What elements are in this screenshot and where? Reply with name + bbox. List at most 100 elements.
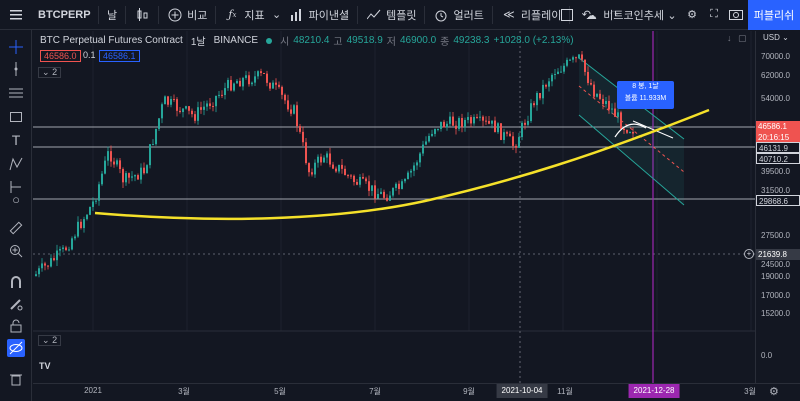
candle-body bbox=[89, 206, 91, 215]
symbol-search-button[interactable]: BTCPERP bbox=[38, 8, 91, 21]
indicators-collapse-bottom[interactable]: ⌄ 2 bbox=[38, 335, 62, 346]
menu-button[interactable] bbox=[0, 0, 32, 30]
candle-body bbox=[203, 106, 205, 110]
price-axis[interactable] bbox=[755, 31, 800, 383]
candle-body bbox=[539, 92, 541, 99]
candle-body bbox=[422, 144, 424, 154]
buy-price-box[interactable]: 46586.1 bbox=[99, 50, 140, 62]
chart-type-button[interactable] bbox=[128, 0, 156, 30]
text-tool[interactable]: T bbox=[7, 131, 25, 149]
candle-body bbox=[632, 131, 634, 134]
chart-legend: BTC Perpetual Futures Contract 1날 BINANC… bbox=[40, 33, 574, 48]
candle-body bbox=[404, 179, 406, 182]
candle-body bbox=[491, 120, 493, 124]
candle-body bbox=[239, 80, 241, 87]
draw-mode-tool[interactable] bbox=[7, 295, 25, 313]
measure-range-tool[interactable] bbox=[7, 178, 25, 196]
financials-button[interactable]: 파이낸셜 bbox=[283, 0, 355, 30]
price-axis-label: 24500.0 bbox=[761, 260, 790, 269]
candle-body bbox=[551, 74, 553, 82]
templates-button[interactable]: 템플릿 bbox=[360, 0, 422, 30]
candle-body bbox=[425, 141, 427, 145]
candle-body bbox=[347, 175, 349, 177]
sell-price-box[interactable]: 46586.0 bbox=[40, 50, 81, 62]
candle-body bbox=[374, 185, 376, 199]
pane-maximize-icon[interactable]: ▢ bbox=[738, 33, 747, 43]
undo-button[interactable]: ↶ bbox=[572, 0, 600, 30]
trend-line-tool[interactable] bbox=[7, 60, 25, 78]
arrow-drawing[interactable] bbox=[632, 120, 674, 139]
candle-body bbox=[518, 137, 520, 148]
candle-body bbox=[416, 162, 418, 166]
candle-body bbox=[335, 168, 337, 172]
eye-off-icon bbox=[9, 341, 23, 355]
candle-body bbox=[548, 81, 550, 87]
candle-body bbox=[566, 59, 568, 66]
ruler-tool[interactable] bbox=[7, 219, 25, 237]
candle-body bbox=[155, 128, 157, 145]
candle-body bbox=[191, 110, 193, 115]
indicators-dropdown[interactable]: ⌄ bbox=[271, 0, 283, 30]
candle-body bbox=[212, 106, 214, 108]
candle-body bbox=[302, 131, 304, 143]
candle-body bbox=[56, 250, 58, 261]
alert-button[interactable]: 얼러트 bbox=[427, 0, 489, 30]
candle-body bbox=[59, 249, 61, 251]
time-axis[interactable] bbox=[33, 383, 800, 401]
gear-icon[interactable]: ⚙ bbox=[687, 8, 697, 21]
candle-body bbox=[578, 54, 580, 59]
arc-drawing[interactable] bbox=[614, 123, 647, 138]
divider bbox=[491, 5, 493, 24]
pane-down-icon[interactable]: ↓ bbox=[727, 33, 732, 43]
replay-button[interactable]: ≪ 리플레이 bbox=[495, 0, 567, 30]
crosshair-tool[interactable] bbox=[7, 38, 25, 56]
candle-body bbox=[284, 94, 286, 101]
add-alert-plus-icon[interactable]: + bbox=[744, 249, 754, 259]
alert-label: 얼러트 bbox=[453, 9, 484, 22]
circle-tool[interactable]: ○ bbox=[7, 190, 25, 208]
pattern-tool[interactable] bbox=[7, 155, 25, 173]
crosshair-date-tag: 2021-10-04 bbox=[496, 384, 548, 398]
magnet-tool[interactable] bbox=[7, 273, 25, 291]
hide-drawings-tool[interactable] bbox=[7, 339, 25, 357]
currency-button[interactable]: USD ⌄ bbox=[763, 33, 789, 42]
close-value: 49238.3 bbox=[453, 35, 490, 46]
candle-body bbox=[104, 160, 106, 174]
candle-body bbox=[248, 75, 250, 85]
interval-label: 1날 bbox=[190, 37, 206, 48]
currency-label: USD bbox=[763, 33, 780, 42]
tradingview-logo[interactable]: TV bbox=[39, 361, 51, 371]
candle-body bbox=[428, 135, 430, 142]
candle-body bbox=[278, 84, 280, 87]
compare-button[interactable]: 비교 bbox=[161, 0, 213, 30]
price-axis-label: 15200.0 bbox=[761, 309, 790, 318]
candle-body bbox=[95, 200, 97, 202]
chart-settings-gear-icon[interactable]: ⚙ bbox=[769, 386, 779, 398]
text-icon: T bbox=[11, 132, 21, 148]
redo-button[interactable]: ↷ bbox=[600, 0, 628, 30]
indicators-collapse-top[interactable]: ⌄ 2 bbox=[38, 67, 62, 78]
candle-body bbox=[359, 177, 361, 185]
layout-name-button[interactable]: ☁ 비트코인추세 ⌄ bbox=[561, 6, 677, 24]
lock-tool[interactable] bbox=[7, 317, 25, 335]
fullscreen-icon[interactable]: ⛶ bbox=[710, 7, 718, 20]
candle-body bbox=[137, 175, 139, 180]
symbol-title[interactable]: BTC Perpetual Futures Contract bbox=[40, 35, 183, 46]
channel-upper-fill bbox=[579, 58, 684, 205]
chevron-down-icon: ⌄ bbox=[42, 67, 50, 77]
rectangle-tool[interactable] bbox=[7, 108, 25, 126]
delete-tool[interactable] bbox=[7, 370, 25, 388]
candle-body bbox=[545, 84, 547, 87]
publish-button[interactable]: 퍼블리쉬 bbox=[748, 0, 800, 30]
yellow-trend-curve[interactable] bbox=[94, 108, 710, 221]
interval-button[interactable]: 날 bbox=[107, 9, 118, 22]
time-label: 9월 bbox=[463, 387, 475, 396]
camera-icon[interactable] bbox=[728, 6, 744, 22]
channel-lower-line[interactable] bbox=[578, 114, 685, 206]
channel-mid-line[interactable] bbox=[578, 85, 685, 173]
horizontal-lines-tool[interactable] bbox=[7, 84, 25, 102]
price-chart[interactable] bbox=[33, 31, 755, 383]
zoom-tool[interactable] bbox=[7, 242, 25, 260]
candle-body bbox=[266, 73, 268, 83]
